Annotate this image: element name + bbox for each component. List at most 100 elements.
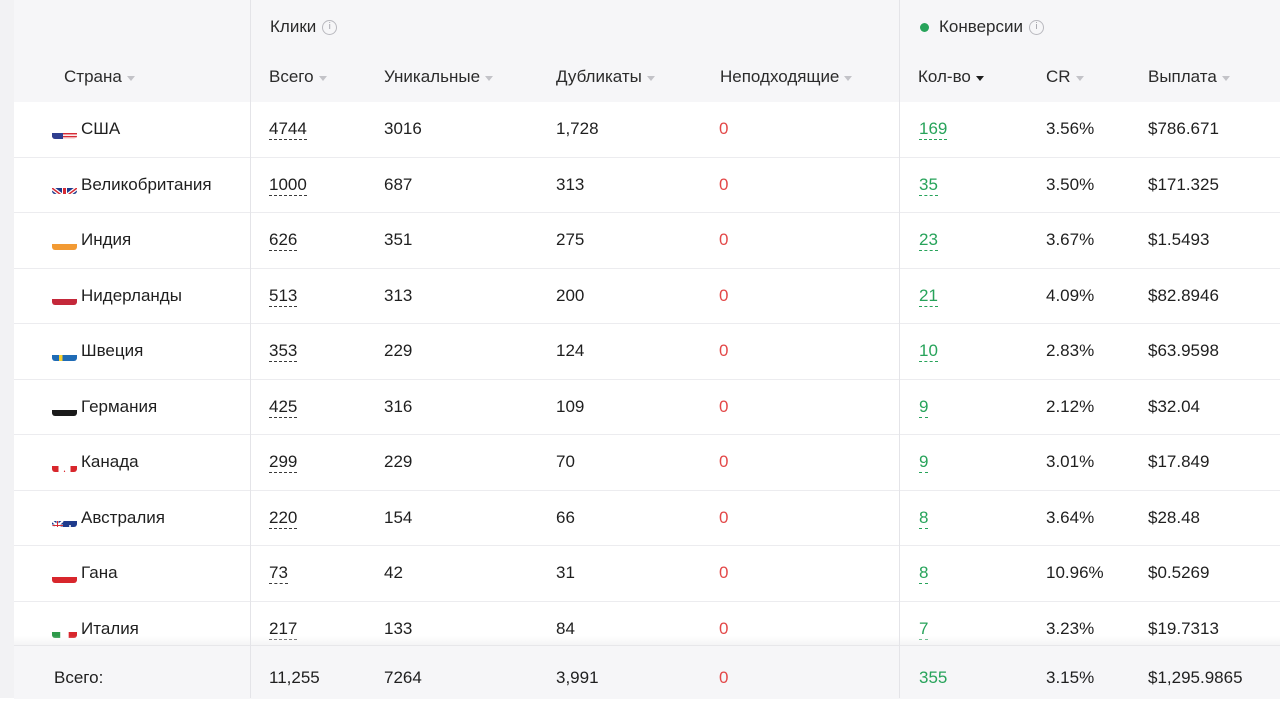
totals-unsuitable: 0: [719, 646, 728, 699]
unique-cell: 351: [384, 213, 412, 267]
unsuitable-cell: 0: [719, 435, 728, 489]
sort-caret-icon: [485, 76, 493, 81]
count-link[interactable]: 9: [919, 452, 928, 473]
count-cell[interactable]: 10: [919, 324, 938, 378]
country-name: Канада: [81, 435, 139, 489]
count-link[interactable]: 9: [919, 397, 928, 418]
column-header-cr[interactable]: CR: [1046, 67, 1084, 87]
total-link[interactable]: 1000: [269, 175, 307, 196]
total-cell[interactable]: 299: [269, 435, 297, 489]
flag-gb-icon: [52, 175, 77, 194]
count-link[interactable]: 10: [919, 341, 938, 362]
totals-label: Всего:: [54, 646, 103, 699]
count-link[interactable]: 35: [919, 175, 938, 196]
column-label: Выплата: [1148, 67, 1217, 87]
duplicates-cell: 124: [556, 324, 584, 378]
country-cell: Индия: [52, 213, 131, 267]
column-header-country[interactable]: Страна: [64, 67, 135, 87]
count-cell[interactable]: 35: [919, 158, 938, 212]
unsuitable-cell: 0: [719, 102, 728, 156]
count-cell[interactable]: 8: [919, 546, 928, 600]
column-header-count[interactable]: Кол-во: [918, 67, 984, 87]
count-link[interactable]: 8: [919, 508, 928, 529]
unique-cell: 154: [384, 491, 412, 545]
total-link[interactable]: 299: [269, 452, 297, 473]
country-cell: Канада: [52, 435, 139, 489]
payout-cell: $32.04: [1148, 380, 1200, 434]
cr-cell: 4.09%: [1046, 269, 1094, 323]
total-cell[interactable]: 513: [269, 269, 297, 323]
total-link[interactable]: 513: [269, 286, 297, 307]
duplicates-cell: 70: [556, 435, 575, 489]
payout-cell: $0.5269: [1148, 546, 1209, 600]
country-name: США: [81, 102, 120, 156]
flag-us-icon: [52, 120, 77, 139]
table-footer-totals: Всего: 11,255 7264 3,991 0 355 3.15% $1,…: [14, 645, 1280, 699]
count-cell[interactable]: 9: [919, 435, 928, 489]
sort-caret-icon: [319, 76, 327, 81]
column-header-total[interactable]: Всего: [269, 67, 327, 87]
total-link[interactable]: 4744: [269, 119, 307, 140]
column-header-payout[interactable]: Выплата: [1148, 67, 1230, 87]
count-link[interactable]: 8: [919, 563, 928, 584]
country-cell: Великобритания: [52, 158, 212, 212]
column-divider: [899, 0, 900, 698]
column-label: Уникальные: [384, 67, 480, 87]
flag-nl-icon: [52, 286, 77, 305]
country-name: Швеция: [81, 324, 143, 378]
total-cell[interactable]: 626: [269, 213, 297, 267]
unique-cell: 313: [384, 269, 412, 323]
country-cell: Австралия: [52, 491, 165, 545]
total-cell[interactable]: 425: [269, 380, 297, 434]
total-link[interactable]: 425: [269, 397, 297, 418]
count-link[interactable]: 21: [919, 286, 938, 307]
count-link[interactable]: 23: [919, 230, 938, 251]
cr-cell: 3.67%: [1046, 213, 1094, 267]
flag-au-icon: [52, 508, 77, 527]
country-name: Индия: [81, 213, 131, 267]
total-cell[interactable]: 353: [269, 324, 297, 378]
country-cell: Германия: [52, 380, 157, 434]
column-header-unsuitable[interactable]: Неподходящие: [720, 67, 852, 87]
count-cell[interactable]: 23: [919, 213, 938, 267]
info-icon[interactable]: i: [322, 20, 337, 35]
country-cell: Швеция: [52, 324, 143, 378]
cr-cell: 2.83%: [1046, 324, 1094, 378]
column-header-unique[interactable]: Уникальные: [384, 67, 493, 87]
country-name: Австралия: [81, 491, 165, 545]
total-cell[interactable]: 73: [269, 546, 288, 600]
sort-caret-icon: [1222, 76, 1230, 81]
total-cell[interactable]: 220: [269, 491, 297, 545]
totals-unique: 7264: [384, 646, 422, 699]
payout-cell: $82.8946: [1148, 269, 1219, 323]
total-cell[interactable]: 1000: [269, 158, 307, 212]
count-link[interactable]: 169: [919, 119, 947, 140]
conversions-group-title: Конверсии i: [920, 17, 1044, 37]
total-link[interactable]: 220: [269, 508, 297, 529]
total-link[interactable]: 353: [269, 341, 297, 362]
payout-cell: $63.9598: [1148, 324, 1219, 378]
sort-caret-icon: [647, 76, 655, 81]
column-label: CR: [1046, 67, 1071, 87]
count-cell[interactable]: 9: [919, 380, 928, 434]
count-cell[interactable]: 169: [919, 102, 947, 156]
info-icon[interactable]: i: [1029, 20, 1044, 35]
count-cell[interactable]: 8: [919, 491, 928, 545]
totals-total: 11,255: [269, 646, 320, 699]
total-cell[interactable]: 4744: [269, 102, 307, 156]
total-link[interactable]: 626: [269, 230, 297, 251]
flag-ca-icon: [52, 453, 77, 472]
cr-cell: 3.64%: [1046, 491, 1094, 545]
duplicates-cell: 109: [556, 380, 584, 434]
column-header-duplicates[interactable]: Дубликаты: [556, 67, 655, 87]
count-cell[interactable]: 21: [919, 269, 938, 323]
duplicates-cell: 313: [556, 158, 584, 212]
duplicates-cell: 1,728: [556, 102, 599, 156]
total-link[interactable]: 73: [269, 563, 288, 584]
country-name: Германия: [81, 380, 157, 434]
